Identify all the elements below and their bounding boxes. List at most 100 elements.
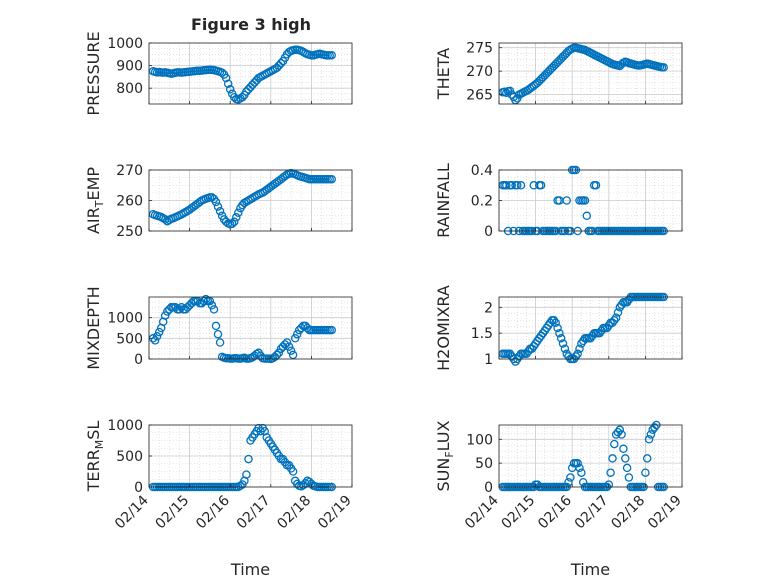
- y-tick-label: 800: [116, 81, 143, 97]
- data-point: [213, 202, 223, 211]
- data-point: [617, 430, 626, 439]
- x-axis-label: Time: [230, 560, 270, 579]
- data-point: [606, 468, 615, 477]
- data-point: [290, 334, 300, 343]
- data-point: [642, 454, 652, 463]
- y-axis-label: PRESSURE: [84, 31, 103, 115]
- data-point: [201, 294, 211, 304]
- data-point: [154, 327, 164, 337]
- data-point: [297, 323, 306, 333]
- y-axis-label: MIXDEPTH: [84, 286, 103, 369]
- data-point: [608, 454, 617, 463]
- data-point: [284, 342, 294, 351]
- data-point: [207, 301, 217, 310]
- y-tick-label: 1: [484, 352, 493, 368]
- y-tick-label: 270: [116, 163, 143, 179]
- y-tick-label: 2: [484, 300, 493, 316]
- y-tick-label: 0.2: [471, 194, 493, 210]
- data-point: [209, 305, 219, 314]
- y-axis-label: AIRTEMP: [84, 167, 106, 234]
- axes-h2omixra: 1 1.5 2 H2OMIXRA: [434, 285, 683, 371]
- data-point: [560, 344, 570, 353]
- axes-frame: [148, 42, 353, 105]
- y-tick-label: 100: [466, 432, 493, 448]
- y-tick-label: 900: [116, 59, 143, 75]
- data-point: [622, 463, 632, 473]
- data-point: [171, 303, 180, 312]
- y-axis-label: SUNFLUX: [434, 420, 456, 491]
- data-point: [580, 196, 590, 205]
- axes-frame: [148, 296, 353, 360]
- data-point: [555, 328, 564, 338]
- data-point: [225, 85, 235, 94]
- data-point: [624, 473, 634, 482]
- data-point: [211, 197, 221, 207]
- data-point: [199, 296, 209, 306]
- y-axis-label: THETA: [434, 48, 453, 100]
- y-tick-label: 1.5: [471, 326, 493, 342]
- y-tick-label: 1000: [107, 36, 143, 52]
- y-tick-label: 500: [116, 449, 143, 465]
- data-point: [242, 470, 251, 479]
- axes-air_temp: 250 260 270 AIRTEMP: [84, 163, 353, 240]
- data-point: [611, 313, 621, 322]
- data-point: [615, 425, 625, 435]
- y-axis-label: RAINFALL: [434, 163, 453, 238]
- y-tick-label: 275: [466, 41, 493, 57]
- y-tick-label: 0: [484, 224, 493, 240]
- x-axis-label: Time: [570, 560, 610, 579]
- series-mixdepth: [148, 294, 336, 364]
- data-point: [272, 350, 282, 360]
- data-point: [553, 323, 562, 333]
- data-point: [610, 439, 619, 449]
- data-point: [274, 348, 284, 358]
- y-tick-label: 0: [484, 480, 493, 496]
- y-tick-label: 50: [475, 456, 493, 472]
- data-point: [513, 181, 522, 190]
- data-point: [160, 215, 170, 224]
- data-point: [573, 349, 582, 359]
- data-point: [621, 454, 630, 463]
- data-point: [211, 321, 221, 331]
- data-point: [575, 463, 584, 473]
- data-point: [613, 308, 623, 317]
- data-point: [502, 181, 511, 190]
- data-point: [217, 68, 227, 78]
- y-tick-label: 1000: [107, 418, 143, 434]
- data-point: [582, 211, 592, 221]
- data-point: [276, 59, 286, 68]
- y-tick-label: 1000: [107, 311, 143, 327]
- data-point: [641, 468, 650, 477]
- data-point: [536, 181, 546, 190]
- data-point: [551, 318, 560, 328]
- data-point: [230, 217, 239, 227]
- y-tick-label: 500: [116, 331, 143, 347]
- data-point: [213, 329, 223, 339]
- data-point: [280, 340, 290, 349]
- y-tick-label: 0: [134, 480, 143, 496]
- data-point: [327, 174, 336, 184]
- data-point: [215, 338, 225, 347]
- y-axis-label: TERRMSL: [84, 421, 106, 493]
- data-point: [604, 480, 614, 489]
- data-point: [234, 208, 243, 217]
- data-point: [288, 467, 298, 476]
- data-point: [221, 73, 231, 83]
- data-point: [175, 305, 184, 314]
- data-point: [549, 316, 559, 325]
- data-point: [152, 332, 162, 341]
- data-point: [562, 196, 571, 205]
- data-point: [193, 296, 202, 306]
- data-point: [288, 350, 298, 360]
- axes-frame: [498, 296, 683, 360]
- y-tick-label: 260: [116, 194, 143, 210]
- series-air_temp: [148, 168, 336, 229]
- data-point: [150, 336, 160, 345]
- series-pressure: [148, 45, 336, 104]
- data-point: [644, 435, 654, 444]
- data-point: [659, 63, 668, 72]
- y-tick-label: 270: [466, 64, 493, 80]
